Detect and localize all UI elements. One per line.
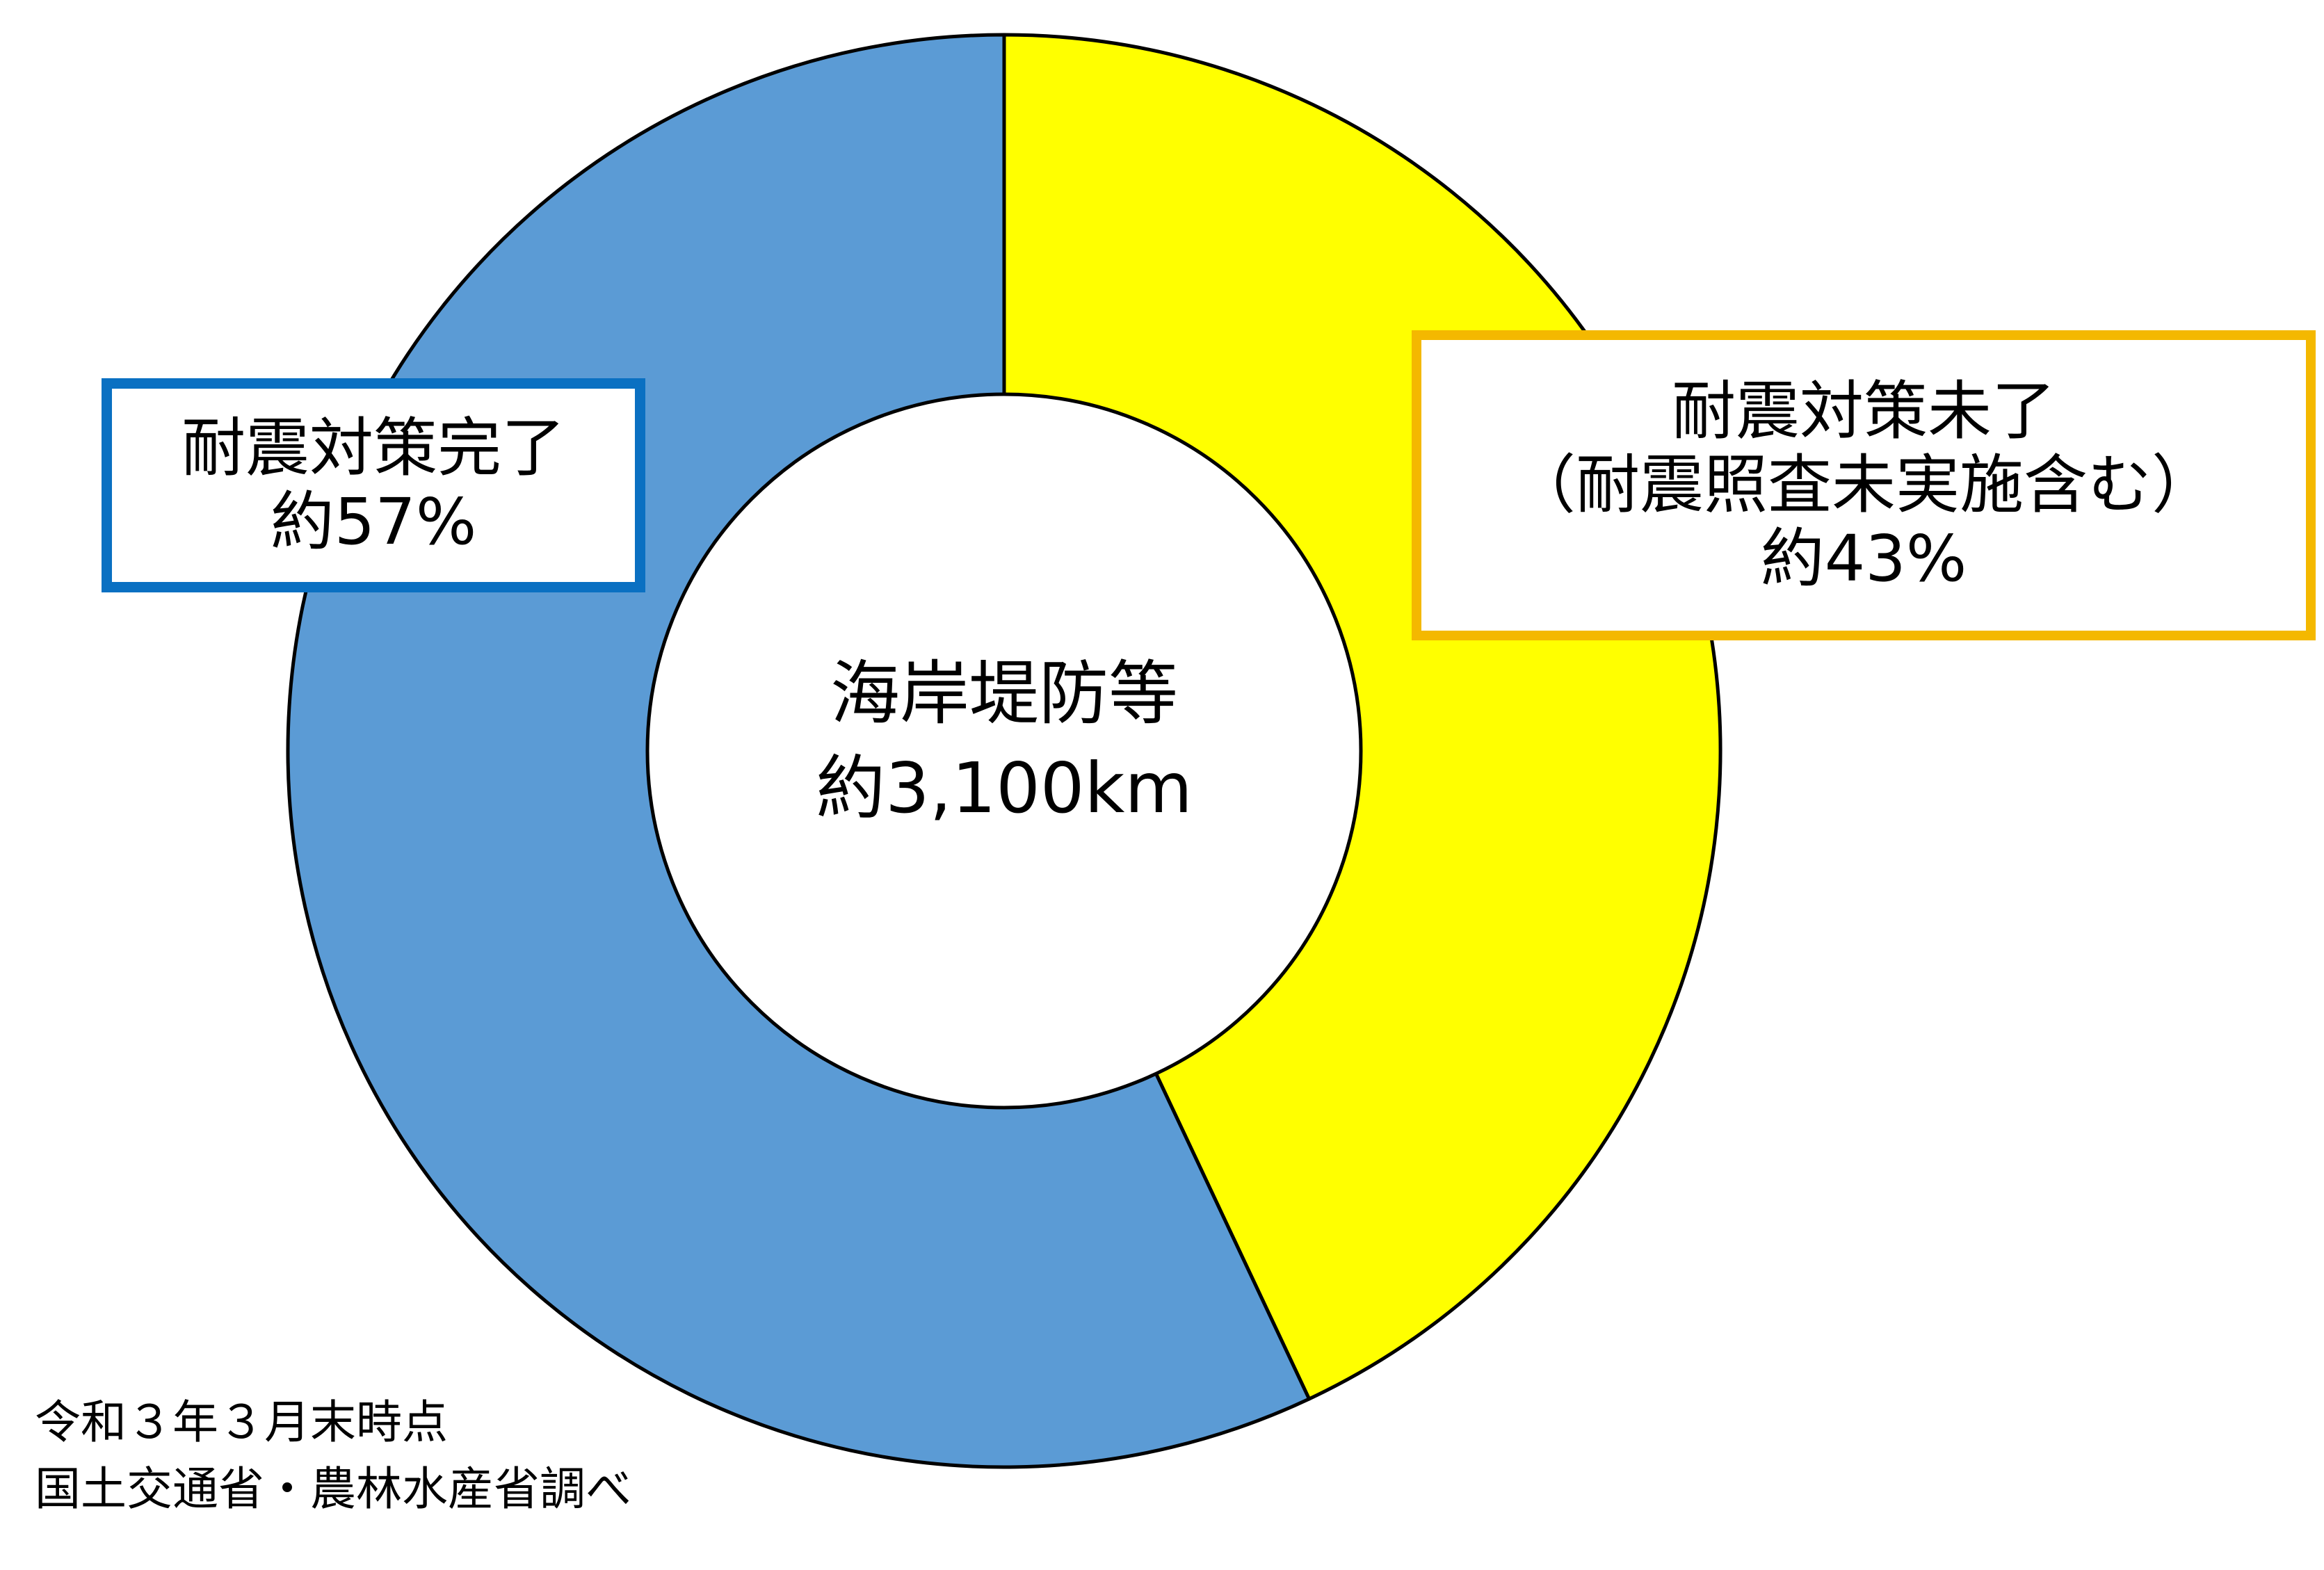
source-note: 国土交通省・農林水産省調べ bbox=[35, 1462, 631, 1516]
date-note: 令和３年３月末時点 bbox=[35, 1395, 448, 1449]
incomplete-sublabel: （耐震照査未実施含む） bbox=[1511, 448, 2216, 523]
center-value: 約3,100km bbox=[816, 747, 1193, 829]
donut-hole bbox=[645, 392, 1363, 1110]
incomplete-callout: 耐震対策未了 （耐震照査未実施含む） 約43% bbox=[1412, 330, 2316, 640]
completed-label: 耐震対策完了 bbox=[181, 411, 565, 486]
incomplete-label: 耐震対策未了 bbox=[1671, 374, 2056, 449]
incomplete-value-label: 約43% bbox=[1760, 521, 1967, 596]
completed-value-label: 約57% bbox=[270, 485, 477, 559]
completed-callout: 耐震対策完了 約57% bbox=[102, 378, 645, 592]
center-title: 海岸堤防等 bbox=[830, 653, 1178, 734]
